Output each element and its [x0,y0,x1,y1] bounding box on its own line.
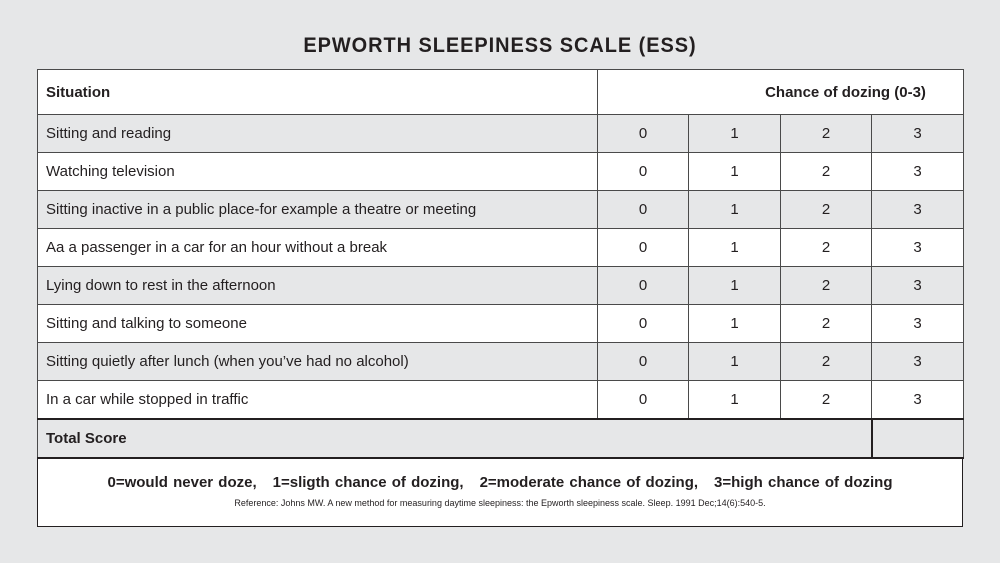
table-row: Aa a passenger in a car for an hour with… [37,228,965,267]
score-option-0[interactable]: 0 [597,266,689,305]
score-option-3[interactable]: 3 [870,304,965,343]
score-option-0[interactable]: 0 [597,342,689,381]
header-row: Situation Chance of dozing (0-3) [37,69,965,115]
score-option-3[interactable]: 3 [870,152,965,191]
score-option-0[interactable]: 0 [597,380,689,420]
score-option-3[interactable]: 3 [870,114,965,153]
reference: Reference: Johns MW. A new method for me… [234,498,766,508]
legend-item: 3=high chance of dozing [714,474,893,491]
table-row: Sitting inactive in a public place-for e… [37,190,965,229]
score-option-0[interactable]: 0 [597,304,689,343]
score-option-0[interactable]: 0 [597,152,689,191]
score-option-3[interactable]: 3 [870,190,965,229]
score-option-0[interactable]: 0 [597,228,689,267]
legend-box: 0=would never doze, 1=sligth chance of do… [37,458,963,527]
table-row: Watching television 0 1 2 3 [37,152,965,191]
score-option-3[interactable]: 3 [870,228,965,267]
score-option-2[interactable]: 2 [780,266,872,305]
score-option-1[interactable]: 1 [688,152,781,191]
score-option-0[interactable]: 0 [597,114,689,153]
situation-header: Situation [37,69,598,115]
score-option-1[interactable]: 1 [688,380,781,420]
page-title: EPWORTH SLEEPINESS SCALE (ESS) [303,34,697,57]
situation-cell: Lying down to rest in the afternoon [37,266,598,305]
legend-item: 0=would never doze, [107,474,257,491]
total-row: Total Score [37,418,965,459]
table-row: Sitting and reading 0 1 2 3 [37,114,965,153]
score-legend: 0=would never doze, 1=sligth chance of do… [38,474,962,491]
table-row: Sitting and talking to someone 0 1 2 3 [37,304,965,343]
score-option-2[interactable]: 2 [780,304,872,343]
score-option-1[interactable]: 1 [688,266,781,305]
score-option-2[interactable]: 2 [780,342,872,381]
score-option-2[interactable]: 2 [780,228,872,267]
situation-cell: In a car while stopped in traffic [37,380,598,420]
score-option-1[interactable]: 1 [688,228,781,267]
score-option-3[interactable]: 3 [870,380,965,420]
score-option-2[interactable]: 2 [780,114,872,153]
ess-table: Situation Chance of dozing (0-3) Sitting… [37,69,965,459]
score-option-1[interactable]: 1 [688,342,781,381]
situation-cell: Aa a passenger in a car for an hour with… [37,228,598,267]
situation-cell: Watching television [37,152,598,191]
score-option-1[interactable]: 1 [688,190,781,229]
score-option-2[interactable]: 2 [780,190,872,229]
table-row: Sitting quietly after lunch (when you’ve… [37,342,965,381]
situation-cell: Sitting inactive in a public place-for e… [37,190,598,229]
situation-cell: Sitting and reading [37,114,598,153]
chance-header: Chance of dozing (0-3) [596,69,965,115]
table-row: In a car while stopped in traffic 0 1 2 3 [37,380,965,420]
score-option-1[interactable]: 1 [688,304,781,343]
score-option-2[interactable]: 2 [780,152,872,191]
score-option-3[interactable]: 3 [870,266,965,305]
situation-cell: Sitting quietly after lunch (when you’ve… [37,342,598,381]
legend-item: 1=sligth chance of dozing, [272,474,464,491]
score-option-3[interactable]: 3 [870,342,965,381]
total-score-field[interactable] [870,418,965,459]
table-row: Lying down to rest in the afternoon 0 1 2 3 [37,266,965,305]
legend-item: 2=moderate chance of dozing, [479,474,699,491]
situation-cell: Sitting and talking to someone [37,304,598,343]
score-option-1[interactable]: 1 [688,114,781,153]
score-option-0[interactable]: 0 [597,190,689,229]
score-option-2[interactable]: 2 [780,380,872,420]
total-label: Total Score [37,418,873,459]
